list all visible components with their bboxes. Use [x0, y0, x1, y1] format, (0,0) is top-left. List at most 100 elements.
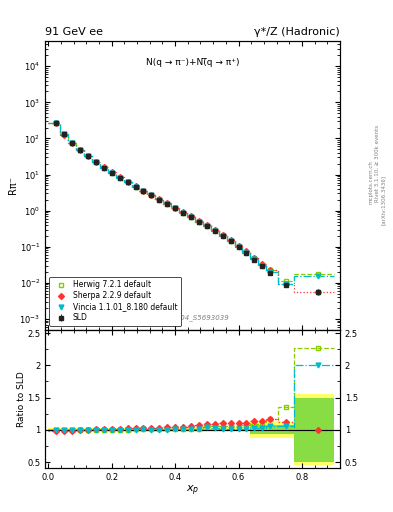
Herwig 7.2.1 default [157, 197, 162, 203]
Vincia 1.1.01_8.180 default [212, 228, 217, 234]
Herwig 7.2.1 default [165, 201, 169, 207]
Vincia 1.1.01_8.180 default [316, 273, 320, 279]
Legend: Herwig 7.2.1 default, Sherpa 2.2.9 default, Vincia 1.1.01_8.180 default, SLD: Herwig 7.2.1 default, Sherpa 2.2.9 defau… [49, 276, 181, 326]
Sherpa 2.2.9 default [125, 179, 130, 185]
Sherpa 2.2.9 default [204, 222, 209, 228]
Vincia 1.1.01_8.180 default [94, 159, 98, 165]
Sherpa 2.2.9 default [236, 243, 241, 249]
Herwig 7.2.1 default [189, 214, 193, 220]
Sherpa 2.2.9 default [62, 132, 66, 138]
Vincia 1.1.01_8.180 default [181, 209, 185, 216]
Herwig 7.2.1 default [141, 188, 146, 194]
Vincia 1.1.01_8.180 default [220, 233, 225, 239]
Sherpa 2.2.9 default [78, 147, 83, 153]
Sherpa 2.2.9 default [181, 209, 185, 215]
Line: Sherpa 2.2.9 default: Sherpa 2.2.9 default [54, 121, 320, 294]
Sherpa 2.2.9 default [101, 164, 106, 170]
Text: mcplots.cern.ch: mcplots.cern.ch [369, 160, 373, 204]
Sherpa 2.2.9 default [212, 227, 217, 233]
Sherpa 2.2.9 default [149, 192, 154, 198]
Sherpa 2.2.9 default [141, 187, 146, 194]
Vincia 1.1.01_8.180 default [157, 197, 162, 203]
Text: γ*/Z (Hadronic): γ*/Z (Hadronic) [254, 27, 340, 37]
Vincia 1.1.01_8.180 default [78, 147, 83, 153]
Herwig 7.2.1 default [62, 131, 66, 137]
Herwig 7.2.1 default [268, 267, 273, 273]
Herwig 7.2.1 default [228, 238, 233, 244]
Herwig 7.2.1 default [133, 183, 138, 189]
Vincia 1.1.01_8.180 default [141, 188, 146, 194]
Sherpa 2.2.9 default [284, 281, 288, 287]
Vincia 1.1.01_8.180 default [165, 201, 169, 207]
Text: Rivet 3.1.10, ≥ 300k events: Rivet 3.1.10, ≥ 300k events [375, 125, 380, 202]
Herwig 7.2.1 default [149, 192, 154, 198]
Sherpa 2.2.9 default [133, 183, 138, 189]
Sherpa 2.2.9 default [244, 248, 249, 254]
Vincia 1.1.01_8.180 default [173, 205, 178, 211]
Sherpa 2.2.9 default [260, 261, 264, 267]
Sherpa 2.2.9 default [118, 174, 122, 180]
Text: N(q → π⁻)+N(̅q → π⁺): N(q → π⁻)+N(̅q → π⁺) [146, 58, 239, 67]
Herwig 7.2.1 default [212, 227, 217, 233]
Sherpa 2.2.9 default [94, 159, 98, 165]
Vincia 1.1.01_8.180 default [284, 282, 288, 288]
Herwig 7.2.1 default [220, 232, 225, 239]
Herwig 7.2.1 default [94, 159, 98, 165]
Y-axis label: Rπ⁻: Rπ⁻ [8, 177, 18, 195]
Vincia 1.1.01_8.180 default [260, 263, 264, 269]
Vincia 1.1.01_8.180 default [101, 164, 106, 170]
Herwig 7.2.1 default [173, 205, 178, 211]
Sherpa 2.2.9 default [173, 205, 178, 211]
Sherpa 2.2.9 default [109, 169, 114, 176]
Vincia 1.1.01_8.180 default [236, 244, 241, 250]
Herwig 7.2.1 default [244, 249, 249, 255]
Vincia 1.1.01_8.180 default [204, 223, 209, 229]
Herwig 7.2.1 default [78, 147, 83, 153]
Text: 91 GeV ee: 91 GeV ee [45, 27, 103, 37]
Vincia 1.1.01_8.180 default [252, 256, 257, 262]
Herwig 7.2.1 default [54, 120, 59, 126]
Sherpa 2.2.9 default [228, 237, 233, 243]
Herwig 7.2.1 default [118, 175, 122, 181]
Herwig 7.2.1 default [70, 140, 75, 146]
Sherpa 2.2.9 default [316, 289, 320, 295]
Herwig 7.2.1 default [252, 255, 257, 261]
Text: SLD_2004_S5693039: SLD_2004_S5693039 [155, 314, 230, 321]
Sherpa 2.2.9 default [268, 267, 273, 273]
Vincia 1.1.01_8.180 default [133, 184, 138, 190]
Vincia 1.1.01_8.180 default [228, 238, 233, 244]
Herwig 7.2.1 default [86, 153, 90, 159]
Herwig 7.2.1 default [196, 219, 201, 225]
Text: [arXiv:1306.3436]: [arXiv:1306.3436] [381, 175, 386, 225]
Vincia 1.1.01_8.180 default [118, 175, 122, 181]
Herwig 7.2.1 default [260, 262, 264, 268]
Vincia 1.1.01_8.180 default [189, 214, 193, 220]
Herwig 7.2.1 default [109, 169, 114, 176]
Sherpa 2.2.9 default [220, 231, 225, 238]
Vincia 1.1.01_8.180 default [70, 140, 75, 146]
Sherpa 2.2.9 default [252, 254, 257, 261]
Herwig 7.2.1 default [284, 278, 288, 284]
Sherpa 2.2.9 default [189, 214, 193, 220]
Vincia 1.1.01_8.180 default [125, 179, 130, 185]
Vincia 1.1.01_8.180 default [268, 269, 273, 275]
Herwig 7.2.1 default [204, 223, 209, 229]
Herwig 7.2.1 default [316, 270, 320, 276]
Vincia 1.1.01_8.180 default [54, 120, 59, 126]
Sherpa 2.2.9 default [165, 200, 169, 206]
Sherpa 2.2.9 default [196, 218, 201, 224]
Herwig 7.2.1 default [181, 209, 185, 216]
Herwig 7.2.1 default [236, 243, 241, 249]
Y-axis label: Ratio to SLD: Ratio to SLD [17, 371, 26, 427]
Vincia 1.1.01_8.180 default [149, 193, 154, 199]
Vincia 1.1.01_8.180 default [86, 153, 90, 159]
Vincia 1.1.01_8.180 default [196, 219, 201, 225]
X-axis label: $x_p$: $x_p$ [186, 484, 199, 498]
Vincia 1.1.01_8.180 default [244, 250, 249, 256]
Line: Vincia 1.1.01_8.180 default: Vincia 1.1.01_8.180 default [54, 120, 320, 287]
Vincia 1.1.01_8.180 default [109, 169, 114, 176]
Sherpa 2.2.9 default [157, 196, 162, 202]
Herwig 7.2.1 default [101, 164, 106, 170]
Line: Herwig 7.2.1 default: Herwig 7.2.1 default [54, 120, 320, 283]
Sherpa 2.2.9 default [54, 120, 59, 126]
